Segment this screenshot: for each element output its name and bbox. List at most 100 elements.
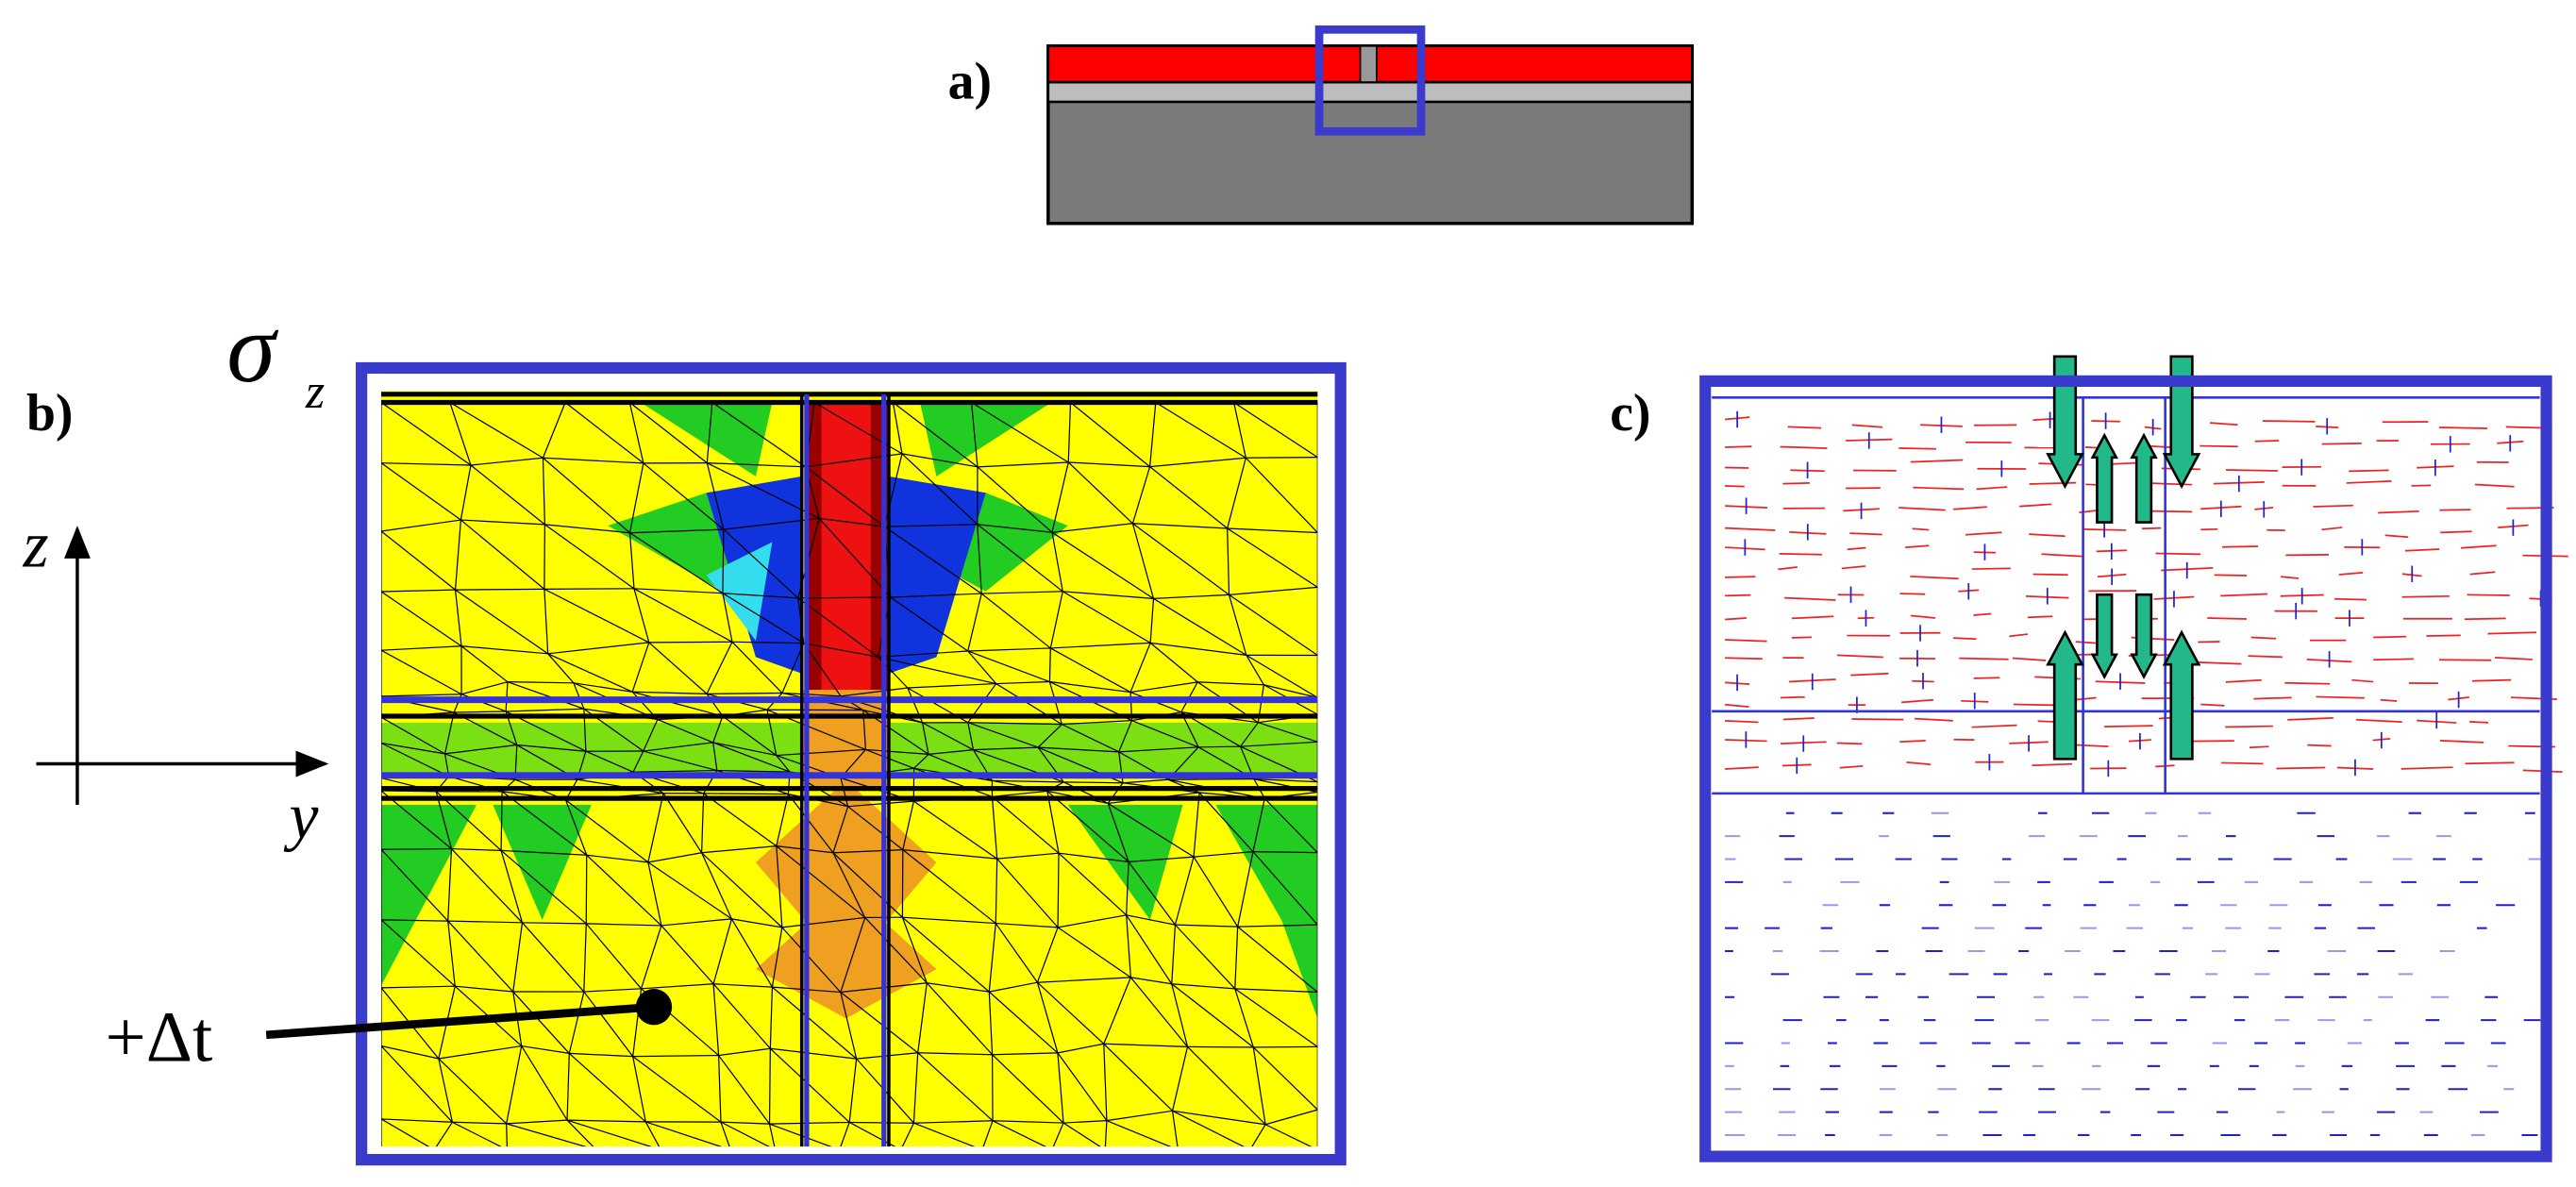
vector xyxy=(2214,574,2248,577)
mesh-edge xyxy=(568,1052,646,1123)
mesh-edge xyxy=(771,927,783,988)
mesh-edge xyxy=(803,643,842,697)
mesh-edge xyxy=(712,983,771,1049)
mesh-edge xyxy=(547,653,575,684)
vector xyxy=(2346,480,2392,484)
vector xyxy=(2019,503,2052,508)
mesh-edge xyxy=(768,1048,771,1125)
annotation: +Δt xyxy=(106,997,213,1078)
mesh-edge xyxy=(645,1121,723,1147)
mesh-edge xyxy=(438,1045,522,1060)
mesh-edge xyxy=(564,402,644,464)
mesh-edge xyxy=(449,402,472,466)
vector xyxy=(2027,615,2053,619)
region xyxy=(895,493,1068,592)
region xyxy=(1215,805,1318,1019)
mesh-edge xyxy=(1131,720,1199,748)
mesh-edge xyxy=(447,921,456,987)
region xyxy=(920,402,1052,476)
vector xyxy=(2380,698,2398,702)
mesh-edge xyxy=(722,715,778,757)
mesh-edge xyxy=(569,1052,633,1058)
mesh-edge xyxy=(1264,1124,1313,1147)
vector xyxy=(1965,531,2002,536)
mesh-edge xyxy=(703,793,778,847)
vector xyxy=(2253,696,2292,700)
mesh-edge xyxy=(981,591,1063,594)
mesh-edge xyxy=(701,852,732,920)
mesh-edge xyxy=(447,920,523,924)
vector xyxy=(1976,486,2008,491)
mesh-edge xyxy=(1252,851,1318,926)
mesh-edge xyxy=(586,854,662,927)
mesh-edge xyxy=(628,402,708,464)
mesh-edge xyxy=(1168,778,1254,780)
mesh-edge xyxy=(1036,927,1059,983)
mesh-edge xyxy=(1052,1122,1064,1147)
mesh-edge xyxy=(522,922,587,925)
mesh-edge xyxy=(1051,532,1063,592)
mesh-edge xyxy=(381,530,456,591)
mesh-edge xyxy=(1126,914,1176,926)
mesh-edge xyxy=(840,1122,850,1147)
vector xyxy=(2351,678,2374,683)
mesh-edge xyxy=(381,591,462,647)
mesh-edge xyxy=(1058,852,1129,862)
mesh-edge xyxy=(542,402,566,459)
layer xyxy=(1046,80,1694,104)
mesh-edge xyxy=(460,519,545,526)
vector xyxy=(1725,657,1763,660)
mesh-edge xyxy=(454,520,461,591)
vector xyxy=(2249,745,2269,749)
stress-subscript: z xyxy=(305,364,325,419)
vector xyxy=(1841,565,1865,570)
arrows xyxy=(2046,355,2201,761)
mesh-edge xyxy=(840,777,849,807)
mesh-edge xyxy=(632,691,708,695)
mesh-edge xyxy=(1070,402,1150,468)
mesh-edge xyxy=(893,402,979,468)
mesh-edge xyxy=(1062,1122,1101,1147)
mesh-edge xyxy=(819,517,885,527)
mesh-edge xyxy=(632,1056,646,1123)
mesh-edge xyxy=(460,645,548,655)
mesh-edge xyxy=(1049,591,1063,649)
mesh-edge xyxy=(454,590,462,646)
mesh-edge xyxy=(1252,1046,1318,1111)
mesh-edge xyxy=(661,918,732,927)
mesh-edge xyxy=(1198,745,1241,748)
mesh-edge xyxy=(731,918,782,928)
mesh-edge xyxy=(1103,1044,1108,1121)
mesh-edge xyxy=(521,1045,570,1055)
mesh-edge xyxy=(501,791,588,856)
mesh-edge xyxy=(1233,402,1318,459)
mesh-edge xyxy=(1149,457,1246,468)
vector xyxy=(2440,530,2472,534)
vector xyxy=(2220,593,2267,597)
mesh-edge xyxy=(847,806,904,851)
mesh-edge xyxy=(723,528,799,599)
mesh-edge xyxy=(832,852,903,918)
panel-a: a) xyxy=(948,25,1695,226)
mesh-edge xyxy=(1129,977,1188,1047)
mesh-edge xyxy=(1194,851,1254,858)
vector xyxy=(1725,527,1776,531)
mesh-edge xyxy=(1129,681,1198,694)
mesh-edge xyxy=(912,1052,919,1124)
vector xyxy=(1899,740,1926,744)
mesh-edge xyxy=(731,641,783,694)
mesh-edge xyxy=(832,849,903,854)
mesh-edge xyxy=(1246,456,1318,459)
mesh-edge xyxy=(438,1058,508,1125)
mesh-edge xyxy=(628,402,644,464)
mesh-edge xyxy=(1234,988,1318,994)
mesh-edge xyxy=(573,682,633,693)
mesh-edge xyxy=(1234,927,1239,989)
mesh-edge xyxy=(992,1054,1064,1124)
mesh-edge xyxy=(452,1121,502,1147)
via xyxy=(1359,44,1378,83)
vector xyxy=(2321,527,2343,531)
vector xyxy=(2474,483,2515,488)
mesh-edge xyxy=(381,919,448,922)
